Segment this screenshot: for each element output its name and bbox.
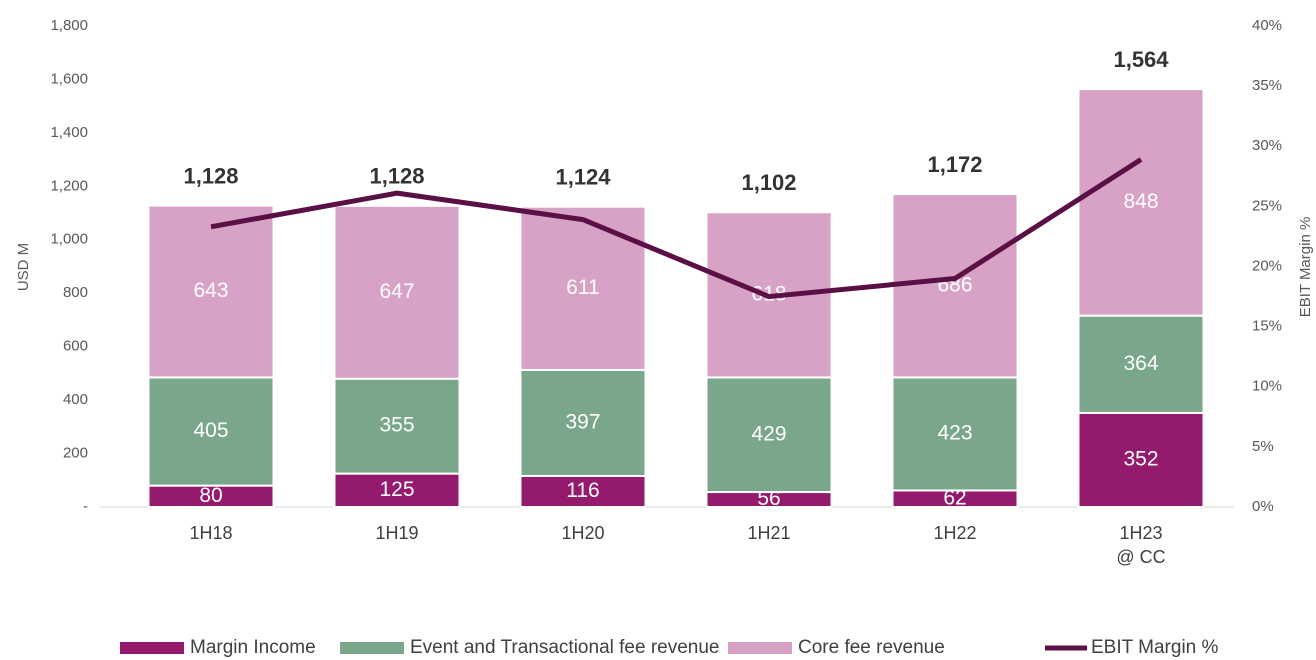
bar-segment xyxy=(519,368,647,478)
total-label: 1,102 xyxy=(741,170,796,195)
data-label: 611 xyxy=(566,276,599,299)
y-tick-label: 1,600 xyxy=(50,70,88,87)
bar-segment xyxy=(1077,411,1205,508)
x-tick-label: 1H18 xyxy=(189,523,233,543)
y2-tick-label: 0% xyxy=(1252,498,1274,515)
bar-segment xyxy=(891,376,1019,492)
y-tick-label: 400 xyxy=(63,391,88,408)
y-tick-label: 200 xyxy=(63,445,88,462)
data-label: 125 xyxy=(379,478,414,501)
y2-tick-label: 20% xyxy=(1252,257,1282,274)
data-label: 355 xyxy=(379,414,414,437)
y-tick-label: 1,800 xyxy=(50,17,88,34)
bar-segment xyxy=(519,205,647,371)
data-label: 116 xyxy=(566,479,599,502)
bar-segment xyxy=(891,193,1019,379)
data-label: 848 xyxy=(1123,190,1158,213)
total-label: 1,172 xyxy=(927,152,982,177)
data-label: 364 xyxy=(1123,352,1158,375)
x-tick-label: 1H20 xyxy=(561,523,605,543)
legend-label: EBIT Margin % xyxy=(1091,637,1219,658)
data-label: 643 xyxy=(193,279,228,302)
bar-segment xyxy=(1077,314,1205,414)
y2-tick-label: 30% xyxy=(1252,137,1282,154)
legend-swatch xyxy=(340,642,404,654)
y2-tick-label: 35% xyxy=(1252,77,1282,94)
data-label: 647 xyxy=(379,280,414,303)
data-label: 429 xyxy=(751,422,786,445)
legend-swatch xyxy=(728,642,792,654)
data-label: 80 xyxy=(199,484,222,507)
y-tick-label: 1,400 xyxy=(50,124,88,141)
x-tick-label: 1H19 xyxy=(375,523,419,543)
total-label: 1,564 xyxy=(1113,47,1169,72)
total-label: 1,128 xyxy=(369,164,424,189)
legend-swatch xyxy=(120,642,184,654)
bar-segment xyxy=(705,376,833,494)
y2-tick-label: 10% xyxy=(1252,378,1282,395)
y2-tick-label: 25% xyxy=(1252,197,1282,214)
y2-axis-label: EBIT Margin % xyxy=(1297,217,1314,318)
bar-segment xyxy=(147,376,275,487)
data-label: 423 xyxy=(937,421,972,444)
legend-label: Margin Income xyxy=(190,637,316,658)
bar-segment xyxy=(1077,88,1205,317)
data-label: 352 xyxy=(1123,448,1158,471)
data-label: 405 xyxy=(193,419,228,442)
y2-tick-label: 5% xyxy=(1252,438,1274,455)
y-tick-label: 600 xyxy=(63,338,88,355)
data-label: 62 xyxy=(943,486,966,509)
y2-tick-label: 15% xyxy=(1252,318,1282,335)
x-tick-label: 1H21 xyxy=(747,523,791,543)
line-series xyxy=(210,157,1143,300)
legend-label: Event and Transactional fee revenue xyxy=(410,637,719,658)
y2-tick-label: 40% xyxy=(1252,17,1282,34)
x-tick-label: 1H23 @ CC xyxy=(1116,523,1166,567)
y-tick-label: 800 xyxy=(63,284,88,301)
legend-label: Core fee revenue xyxy=(798,637,945,658)
bar-segment xyxy=(333,204,461,380)
total-label: 1,128 xyxy=(183,163,238,188)
y-tick-label: - xyxy=(83,498,88,515)
bar-segment xyxy=(147,204,275,379)
y-axis-label: USD M xyxy=(15,243,32,291)
x-tick-label: 1H22 xyxy=(933,523,977,543)
data-label: 397 xyxy=(565,411,600,434)
total-label: 1,124 xyxy=(555,164,611,189)
y-tick-label: 1,000 xyxy=(50,231,88,248)
y-tick-label: 1,200 xyxy=(50,177,88,194)
